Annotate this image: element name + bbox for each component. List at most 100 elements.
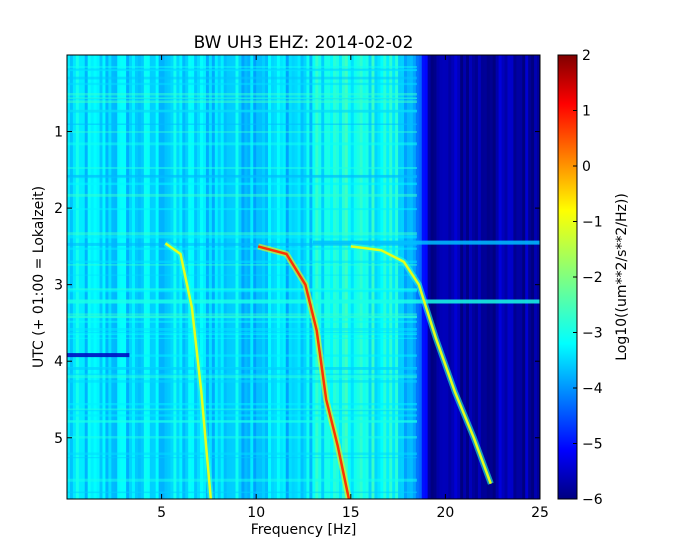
heatmap-column — [350, 55, 355, 499]
heatmap-column — [501, 55, 505, 499]
heatmap-column — [525, 55, 529, 499]
heatmap-column — [259, 55, 263, 499]
heatmap-column — [454, 55, 458, 499]
heatmap-column — [418, 55, 423, 499]
x-tick-label: 20 — [436, 505, 454, 521]
heatmap-column — [158, 55, 162, 499]
heatmap-column — [492, 55, 497, 499]
trace-3 — [350, 245, 492, 485]
heatmap-column — [537, 55, 541, 499]
heatmap-column — [324, 55, 328, 499]
heatmap-row-streak — [67, 436, 417, 439]
heatmap-column — [486, 55, 491, 499]
heatmap-column — [353, 55, 358, 499]
heatmap-column — [338, 55, 343, 499]
trace-2 — [257, 245, 351, 500]
heatmap-column — [460, 55, 464, 499]
heatmap-column — [67, 55, 71, 499]
heatmap-column — [120, 55, 124, 499]
heatmap-column — [173, 55, 177, 499]
heatmap-column — [436, 55, 440, 499]
heatmap-column — [161, 55, 165, 499]
heatmap-column — [282, 55, 287, 499]
heatmap-column — [347, 55, 352, 499]
heatmap-row-streak — [67, 457, 417, 459]
heatmap-row-streak — [67, 142, 417, 146]
heatmap-column — [472, 55, 476, 499]
heatmap-column — [191, 55, 195, 499]
y-tick-label: 3 — [54, 278, 63, 294]
heatmap-column — [123, 55, 127, 499]
heatmap-column — [69, 55, 74, 499]
heatmap-column — [377, 55, 381, 499]
heatmap-column — [507, 55, 511, 499]
y-tick-label: 5 — [54, 431, 63, 447]
colorbar-tick-label: −3 — [582, 326, 603, 342]
heatmap-column — [205, 55, 210, 499]
heatmap-row-streak — [67, 491, 417, 494]
heatmap-column — [223, 55, 228, 499]
heatmap-column — [111, 55, 115, 499]
heatmap-column — [143, 55, 148, 499]
colorbar-axis: −6 −5 −4 −3 −2 −1 0 1 2 — [573, 48, 603, 508]
heatmap-row-streak — [67, 380, 417, 383]
heatmap-column — [528, 55, 532, 499]
heatmap-column — [241, 55, 245, 499]
heatmap-column — [344, 55, 349, 499]
heatmap-row-streak — [67, 232, 417, 236]
heatmap-row-streak — [67, 93, 417, 96]
colorbar-tick-label: −1 — [582, 215, 603, 231]
heatmap-column — [188, 55, 192, 499]
heatmap-column — [164, 55, 168, 499]
heatmap-column — [386, 55, 390, 499]
heatmap-row-streak — [67, 289, 417, 293]
heatmap-row-streak — [67, 131, 417, 133]
heatmap-column — [247, 55, 251, 499]
heatmap-column — [197, 55, 201, 499]
heatmap-column — [315, 55, 319, 499]
heatmap-column — [232, 55, 236, 499]
heatmap-column — [451, 55, 455, 499]
chart-title: BW UH3 EHZ: 2014-02-02 — [194, 33, 414, 53]
heatmap-row-streak — [67, 97, 417, 99]
heatmap-column — [84, 55, 89, 499]
plot-frame — [66, 54, 541, 500]
heatmap-column — [81, 55, 86, 499]
x-tick-label: 15 — [342, 505, 360, 521]
heatmap-column — [466, 55, 470, 499]
colorbar-tick-label: −4 — [582, 381, 603, 397]
heatmap-row-streak — [67, 193, 417, 197]
heatmap-column — [415, 55, 420, 499]
heatmap-column — [371, 55, 375, 499]
heatmap-column — [356, 55, 361, 499]
heatmap-column — [208, 55, 213, 499]
heatmap-column — [250, 55, 254, 499]
heatmap-column — [211, 55, 216, 499]
heatmap-row-streak — [67, 100, 417, 103]
heatmap-column — [395, 55, 399, 499]
heatmap-column — [513, 55, 517, 499]
heatmap-column — [90, 55, 95, 499]
heatmap-column — [93, 55, 97, 499]
heatmap-column — [510, 55, 514, 499]
heatmap-column — [167, 55, 171, 499]
heatmap-row-streak — [67, 367, 417, 370]
heatmap-column — [117, 55, 121, 499]
heatmap-column — [448, 55, 452, 499]
heatmap-row-streak — [67, 175, 417, 179]
heatmap-band — [313, 240, 540, 245]
heatmap-column — [392, 55, 396, 499]
colorbar-tick-label: −2 — [582, 270, 603, 286]
heatmap-column — [341, 55, 346, 499]
heatmap-column — [330, 55, 334, 499]
heatmap-column — [200, 55, 204, 499]
dispersion-traces — [163, 240, 494, 500]
heatmap-row-streak — [67, 260, 417, 263]
heatmap-column — [226, 55, 230, 499]
heatmap-column — [72, 55, 77, 499]
heatmap-column — [445, 55, 449, 499]
heatmap-row-streak — [67, 288, 417, 290]
heatmap-column — [137, 55, 142, 499]
heatmap-row-streak — [67, 375, 417, 379]
